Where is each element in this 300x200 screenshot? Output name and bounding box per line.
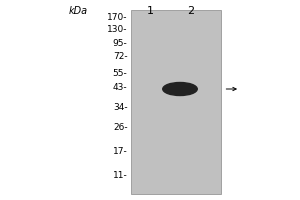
Text: 130-: 130-: [107, 24, 128, 33]
Text: 95-: 95-: [113, 38, 128, 47]
Text: 17-: 17-: [113, 146, 128, 156]
Text: 170-: 170-: [107, 14, 128, 22]
Text: 55-: 55-: [113, 68, 128, 77]
Text: 11-: 11-: [113, 170, 128, 180]
Text: kDa: kDa: [68, 6, 88, 16]
Text: 34-: 34-: [113, 102, 128, 112]
Text: 72-: 72-: [113, 52, 128, 61]
Text: 26-: 26-: [113, 122, 128, 132]
Bar: [130, 10, 220, 194]
Text: 43-: 43-: [113, 83, 128, 92]
Text: 1: 1: [146, 6, 154, 16]
Ellipse shape: [163, 82, 197, 96]
Text: 2: 2: [187, 6, 194, 16]
